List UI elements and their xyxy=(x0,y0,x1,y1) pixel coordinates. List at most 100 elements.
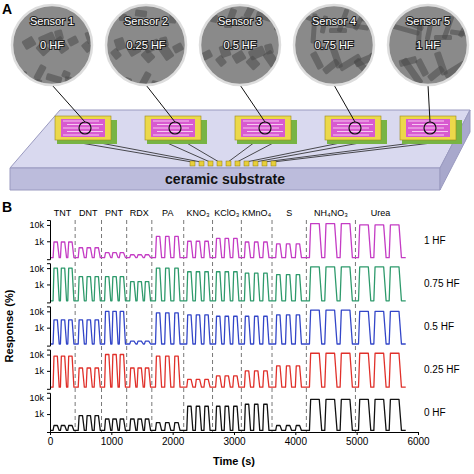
figure-svg: Aceramic substrateSensor 10 HFSensor 20.… xyxy=(0,0,474,474)
row-label: 1 HF xyxy=(424,235,446,246)
y-tick-mark xyxy=(47,225,50,226)
y-tick: 10k xyxy=(29,393,50,403)
sensor-name: Sensor 5 xyxy=(406,15,450,27)
divider xyxy=(126,220,127,432)
divider xyxy=(151,220,152,432)
y-tick: 1k xyxy=(34,280,50,290)
analyte-label: Urea xyxy=(371,208,391,218)
y-tick-mark xyxy=(47,355,50,356)
tem-image xyxy=(294,2,394,85)
y-tick-mark xyxy=(47,328,50,329)
divider xyxy=(272,220,273,432)
x-tick-label: 6000 xyxy=(407,436,430,447)
x-tick: 4000 xyxy=(285,432,308,447)
electrode-finger xyxy=(333,128,369,129)
tem-particle xyxy=(21,36,36,51)
pad xyxy=(217,161,222,166)
sensor-sample: 0.5 HF xyxy=(223,39,256,51)
y-tick-label: 10k xyxy=(29,307,44,317)
tem-particle xyxy=(67,35,80,47)
divider xyxy=(101,220,102,432)
electrode-finger xyxy=(153,128,189,129)
analyte-label: DNT xyxy=(79,208,98,218)
panel-a: Aceramic substrateSensor 10 HFSensor 20.… xyxy=(2,1,474,190)
response-line xyxy=(50,310,406,344)
x-tick-mark xyxy=(295,432,296,435)
x-tick-mark xyxy=(111,432,112,435)
analyte-label: KClO₃ xyxy=(214,208,240,218)
y-tick-mark xyxy=(47,311,50,312)
electrode-area xyxy=(241,119,285,137)
connector xyxy=(334,85,355,122)
tem-particle xyxy=(61,70,71,80)
tem-particle xyxy=(271,8,281,18)
divider xyxy=(306,220,307,432)
tem-image xyxy=(200,2,282,85)
electrode-finger xyxy=(243,135,279,136)
electrode-finger xyxy=(157,124,193,125)
x-axis-line xyxy=(51,433,419,436)
electrode-finger xyxy=(408,135,444,136)
y-tick: 10k xyxy=(29,350,50,360)
chip-marker xyxy=(424,122,436,134)
y-tick-mark xyxy=(47,241,50,242)
analyte-label: S xyxy=(286,208,292,218)
y-tick-label: 10k xyxy=(29,220,44,230)
y-tick-mark xyxy=(47,414,50,415)
wire xyxy=(255,142,365,162)
tem-particle xyxy=(264,43,274,55)
plot-area xyxy=(50,310,406,344)
tem-border xyxy=(106,5,186,85)
row-label: 0.5 HF xyxy=(424,321,454,332)
sensor-sample: 0.75 HF xyxy=(314,39,353,51)
analyte-label: PA xyxy=(162,208,173,218)
y-tick: 1k xyxy=(34,237,50,247)
y-tick-mark xyxy=(47,284,50,285)
chip-body xyxy=(325,116,381,140)
tem-particle xyxy=(434,51,448,76)
electrode-finger xyxy=(63,135,99,136)
x-tick-mark xyxy=(418,432,419,435)
y-tick-label: 10k xyxy=(29,393,44,403)
chip-marker xyxy=(349,122,361,134)
electrode-finger xyxy=(337,131,373,132)
electrode-finger xyxy=(247,124,283,125)
plot-area xyxy=(50,353,406,387)
analyte-label: PNT xyxy=(105,208,124,218)
x-tick: 5000 xyxy=(346,432,369,447)
response-line xyxy=(50,224,406,258)
sensor-name: Sensor 2 xyxy=(124,15,168,27)
response-line xyxy=(50,399,406,430)
tem-ground xyxy=(294,5,374,85)
wire xyxy=(165,142,210,162)
y-tick-label: 1k xyxy=(34,366,44,376)
divider xyxy=(75,220,76,432)
wire xyxy=(185,142,219,162)
wire xyxy=(228,142,255,162)
x-tick-label: 5000 xyxy=(346,436,369,447)
analyte-label: NH₄NO₃ xyxy=(314,208,348,218)
substrate-label: ceramic substrate xyxy=(165,171,285,187)
x-tick-label: 1000 xyxy=(101,436,124,447)
pad xyxy=(244,161,249,166)
electrode-area xyxy=(331,119,375,137)
x-tick-mark xyxy=(173,432,174,435)
electrode-finger xyxy=(63,121,99,122)
sensor-name: Sensor 1 xyxy=(30,15,74,27)
sensor-sample: 1 HF xyxy=(416,39,440,51)
connector xyxy=(52,85,85,122)
row-label: 0.25 HF xyxy=(424,364,460,375)
tem-particle xyxy=(14,7,22,14)
electrode-area xyxy=(406,119,450,137)
y-tick-label: 1k xyxy=(34,409,44,419)
x-tick: 2000 xyxy=(162,432,185,447)
analyte-label: TNT xyxy=(54,208,72,218)
pad xyxy=(262,161,267,166)
electrode-finger xyxy=(63,128,99,129)
electrode-finger xyxy=(412,124,448,125)
connector xyxy=(146,85,175,122)
panel-label: B xyxy=(2,199,12,215)
pad xyxy=(271,161,276,166)
tem-image xyxy=(106,5,189,91)
substrate-front xyxy=(10,168,440,190)
